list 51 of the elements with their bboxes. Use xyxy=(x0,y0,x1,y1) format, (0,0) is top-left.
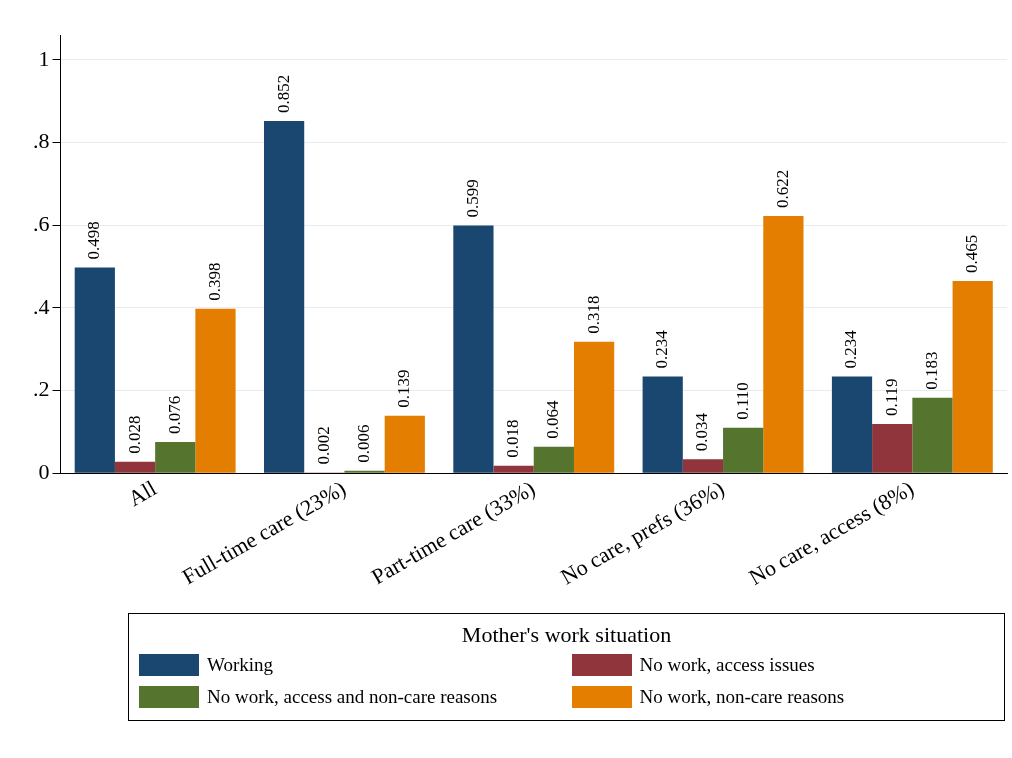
bar xyxy=(533,446,574,473)
bar xyxy=(195,308,236,473)
bar xyxy=(155,441,196,473)
data-label: 0.002 xyxy=(313,426,333,465)
data-label: 0.183 xyxy=(921,351,941,390)
x-tick-label: No care, access (8%) xyxy=(744,475,918,590)
data-label: 0.498 xyxy=(84,221,104,260)
y-tick-label: .2 xyxy=(33,376,50,402)
bar xyxy=(114,461,156,473)
bar xyxy=(384,415,425,473)
data-label: 0.119 xyxy=(881,378,901,417)
data-label: 0.465 xyxy=(962,234,982,274)
bar xyxy=(264,121,305,473)
data-label: 0.064 xyxy=(543,400,563,439)
bar xyxy=(573,341,615,473)
data-label: 0.852 xyxy=(273,74,293,114)
legend-label: No work, access issues xyxy=(639,654,815,676)
y-tick-label: 1 xyxy=(38,45,50,71)
y-tick-label: .8 xyxy=(33,128,50,154)
data-label: 0.318 xyxy=(583,295,603,334)
y-tick-label: .6 xyxy=(33,210,50,236)
data-label: 0.006 xyxy=(354,424,374,463)
bar xyxy=(872,424,913,473)
data-label: 0.398 xyxy=(204,262,224,301)
legend-title: Mother's work situation xyxy=(460,622,673,648)
data-label: 0.234 xyxy=(652,329,672,369)
data-label: 0.599 xyxy=(462,179,482,218)
legend-label: Working xyxy=(207,654,274,676)
bar xyxy=(493,465,534,473)
y-tick-label: 0 xyxy=(38,459,50,485)
bar xyxy=(912,397,953,473)
legend-label: No work, access and non-care reasons xyxy=(207,686,498,708)
data-label: 0.076 xyxy=(164,395,184,434)
data-label: 0.034 xyxy=(692,412,712,452)
bar xyxy=(453,225,494,473)
data-label: 0.110 xyxy=(732,382,752,420)
data-label: 0.622 xyxy=(772,169,792,209)
bar xyxy=(74,267,115,473)
data-label: 0.018 xyxy=(503,419,523,458)
bar xyxy=(831,376,873,473)
bar xyxy=(682,459,724,473)
data-label: 0.028 xyxy=(124,415,144,454)
x-tick-label: All xyxy=(123,475,161,512)
bar xyxy=(763,216,804,473)
bar xyxy=(642,376,683,473)
data-label: 0.234 xyxy=(841,329,861,369)
data-label: 0.139 xyxy=(394,369,414,408)
bar xyxy=(952,281,993,473)
legend-label: No work, non-care reasons xyxy=(639,686,845,708)
y-tick-label: .4 xyxy=(33,293,50,319)
bar xyxy=(723,427,764,473)
